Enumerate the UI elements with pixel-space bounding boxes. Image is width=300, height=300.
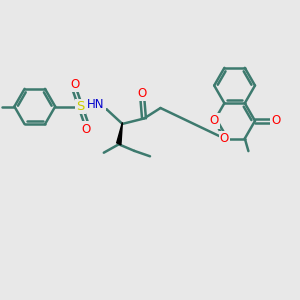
Text: O: O — [70, 77, 80, 91]
Text: O: O — [210, 114, 219, 127]
Text: O: O — [138, 87, 147, 100]
Text: S: S — [76, 100, 85, 113]
Text: O: O — [272, 114, 280, 127]
Text: HN: HN — [87, 98, 104, 112]
Text: O: O — [220, 132, 229, 145]
Text: O: O — [81, 122, 90, 136]
Polygon shape — [117, 122, 122, 145]
